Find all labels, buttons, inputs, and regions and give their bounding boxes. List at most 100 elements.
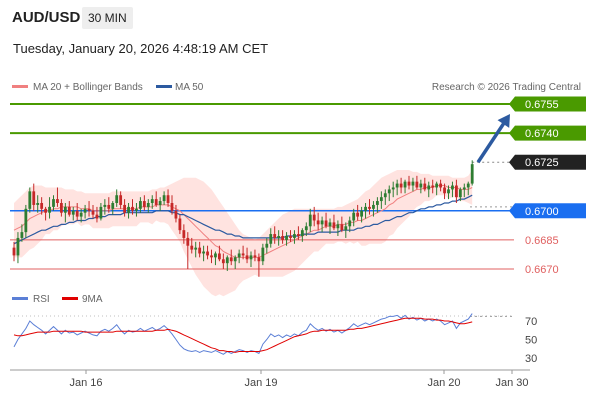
candle-body: [447, 189, 450, 194]
candle: [364, 203, 367, 219]
candle: [12, 241, 16, 262]
candle: [304, 222, 308, 236]
level-label-0.6670: 0.6670: [525, 264, 559, 276]
rsi-panel: 70 50 30: [10, 313, 537, 365]
candle-body: [399, 183, 403, 188]
candle: [308, 208, 312, 233]
candle-body: [221, 259, 225, 264]
candle: [332, 214, 336, 231]
level-lines: [10, 103, 514, 270]
candle-body: [281, 236, 284, 240]
candle: [368, 199, 371, 215]
candle-body: [265, 243, 269, 248]
candle-body: [56, 199, 59, 203]
candle-body: [32, 191, 36, 205]
candle: [372, 201, 375, 217]
candle-body: [206, 251, 209, 256]
x-axis: Jan 16 Jan 19 Jan 20 Jan 30: [69, 370, 529, 389]
candle: [210, 249, 213, 264]
candle: [123, 199, 126, 217]
candle-body: [372, 204, 375, 209]
candle-body: [127, 206, 130, 213]
candle: [79, 208, 83, 223]
rsi-ma-line: [13, 317, 473, 353]
candle: [245, 247, 249, 264]
candle-body: [312, 214, 316, 221]
candle-body: [111, 203, 115, 209]
candle: [221, 253, 225, 269]
level-label-bg-0.6740: [515, 125, 586, 141]
candle: [415, 175, 419, 190]
candle-body: [210, 255, 213, 258]
candle: [158, 197, 162, 211]
candle: [71, 206, 75, 221]
ma20-legend-label: MA 20 + Bollinger Bands: [33, 82, 143, 93]
candle-body: [277, 236, 281, 238]
candle: [312, 206, 316, 227]
candle: [411, 177, 415, 192]
candle-body: [289, 236, 292, 238]
forecast-arrow-shaft: [476, 119, 508, 164]
candle: [443, 183, 446, 200]
candle: [87, 201, 91, 217]
candle: [344, 222, 348, 238]
candle-body: [154, 199, 158, 205]
candle-body: [462, 187, 466, 190]
candle-body: [229, 257, 233, 262]
candle: [99, 203, 103, 221]
candle-body: [470, 164, 474, 184]
candle-body: [352, 212, 356, 221]
candle: [324, 212, 328, 229]
candle-body: [158, 201, 162, 205]
candle: [447, 185, 450, 200]
candle-body: [241, 253, 245, 256]
candle: [348, 216, 352, 233]
candle-body: [79, 212, 83, 217]
candle-body: [253, 255, 257, 258]
candle: [237, 249, 241, 264]
rsi-tick-30: 30: [525, 353, 537, 365]
candle-body: [249, 255, 253, 260]
candle-body: [71, 210, 75, 215]
candle-body: [297, 234, 300, 236]
candle: [48, 197, 51, 219]
level-labels: 0.6755 0.6740 0.6725 0.6700 0.6685 0.6670: [509, 96, 586, 276]
candle-body: [356, 212, 360, 217]
candle-body: [455, 185, 458, 198]
x-tick-label: Jan 30: [495, 377, 528, 389]
candle: [202, 245, 205, 262]
candle: [431, 179, 435, 194]
candle: [40, 197, 44, 215]
candle: [466, 181, 470, 196]
candle: [387, 185, 391, 202]
candle: [229, 249, 233, 266]
candle-body: [24, 208, 28, 233]
candle: [316, 212, 320, 231]
candle-body: [368, 206, 371, 209]
candle: [435, 181, 439, 196]
candle: [336, 220, 340, 236]
datetime-label: Tuesday, January 20, 2026 4:48:19 AM CET: [13, 41, 269, 56]
candle: [36, 195, 40, 213]
timeframe-badge[interactable]: 30 MIN: [82, 7, 133, 29]
candle-body: [391, 187, 395, 190]
candle-body: [304, 226, 308, 231]
candle: [360, 206, 363, 223]
rsi-ma-legend-swatch: [62, 297, 78, 300]
level-label-pointer-0.6725: [509, 154, 515, 170]
candle-body: [261, 247, 265, 262]
candle-body: [285, 236, 288, 240]
candle: [28, 187, 32, 213]
candle: [75, 203, 79, 221]
candle-body: [344, 226, 348, 231]
candle-body: [202, 251, 205, 254]
candle: [273, 226, 277, 244]
candle-body: [435, 183, 439, 188]
candle-body: [16, 237, 20, 256]
candle-body: [12, 247, 16, 256]
candle: [269, 228, 273, 248]
candle: [44, 206, 47, 221]
candle: [52, 195, 55, 211]
candle: [289, 230, 292, 242]
candle-body: [115, 195, 119, 203]
